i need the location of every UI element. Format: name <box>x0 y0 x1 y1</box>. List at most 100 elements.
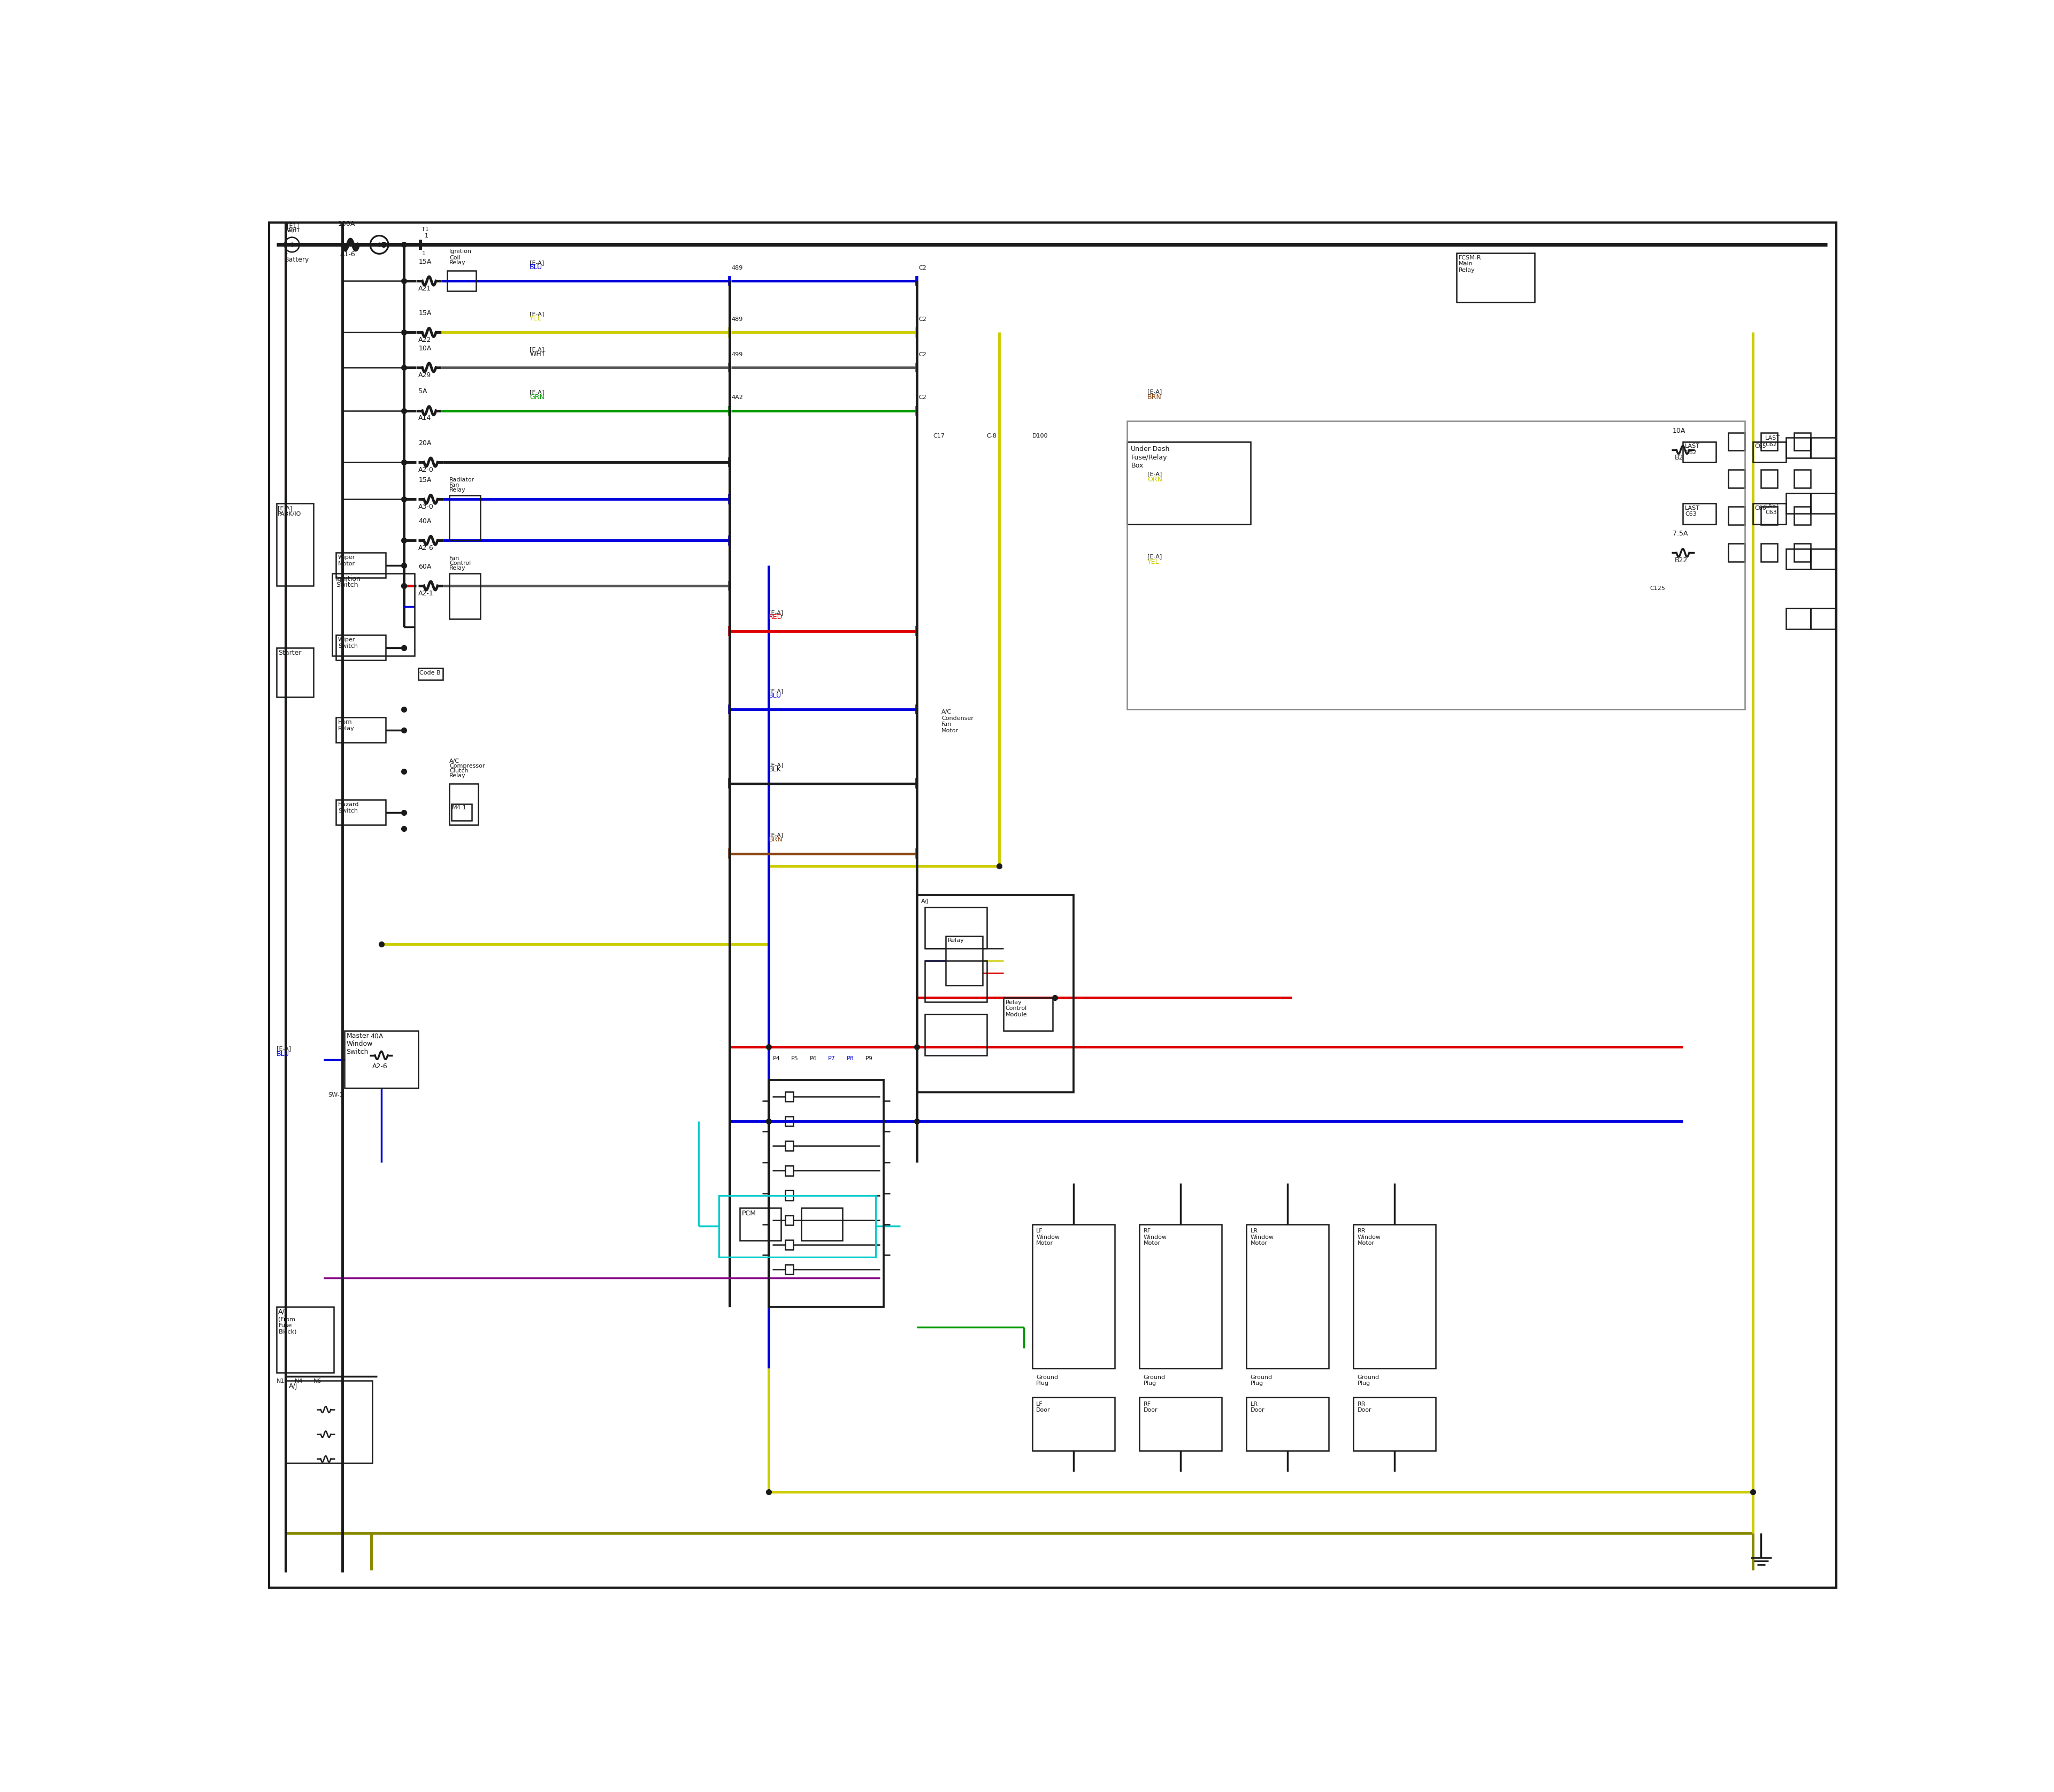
Text: C17: C17 <box>933 434 945 439</box>
Bar <box>945 935 982 986</box>
Text: 10A: 10A <box>1672 426 1686 434</box>
Text: [E-A]: [E-A] <box>277 1047 292 1052</box>
Bar <box>801 1208 842 1240</box>
Text: Main: Main <box>1458 262 1473 267</box>
Bar <box>1727 507 1744 525</box>
Text: LAST
C62: LAST C62 <box>1764 435 1781 446</box>
Bar <box>916 894 1074 1093</box>
Bar <box>785 1116 793 1125</box>
Text: LAST
C63: LAST C63 <box>1764 504 1781 514</box>
Text: RR
Window
Motor: RR Window Motor <box>1358 1228 1380 1245</box>
Text: [E-A]: [E-A] <box>1148 471 1163 477</box>
Text: Fuse
Block): Fuse Block) <box>279 1322 298 1335</box>
Bar <box>1031 1398 1115 1452</box>
Bar <box>337 799 386 824</box>
Text: Hazard
Switch: Hazard Switch <box>339 803 359 814</box>
Bar <box>1752 504 1785 523</box>
Bar <box>1752 441 1785 462</box>
Bar <box>1128 441 1251 523</box>
Text: N6: N6 <box>314 1378 322 1383</box>
Text: A3-0: A3-0 <box>419 504 433 511</box>
Text: [E-A]: [E-A] <box>768 688 783 694</box>
Text: RF
Door: RF Door <box>1144 1401 1158 1412</box>
Text: Relay: Relay <box>450 487 466 493</box>
Bar <box>1140 1224 1222 1369</box>
Text: P4: P4 <box>772 1055 781 1061</box>
Text: Fuse/Relay: Fuse/Relay <box>1132 453 1167 461</box>
Bar <box>1128 421 1744 710</box>
Text: A/C: A/C <box>450 758 460 763</box>
Text: C66: C66 <box>1754 505 1766 511</box>
Bar <box>1785 437 1810 459</box>
Text: BLU: BLU <box>530 263 542 271</box>
Text: Relay: Relay <box>450 260 466 265</box>
Text: C2: C2 <box>918 351 926 357</box>
Bar <box>1682 504 1715 523</box>
Bar <box>1785 548 1810 570</box>
Text: N1: N1 <box>277 1378 286 1383</box>
Text: Master
Window
Switch: Master Window Switch <box>347 1032 372 1055</box>
Text: 1: 1 <box>425 233 429 238</box>
Text: Ignition: Ignition <box>450 249 472 254</box>
Text: Ignition: Ignition <box>337 575 362 582</box>
Text: Compressor: Compressor <box>450 763 485 769</box>
Bar <box>337 717 386 742</box>
Text: (+): (+) <box>286 228 294 233</box>
Text: T1: T1 <box>421 228 429 233</box>
Text: P9: P9 <box>865 1055 873 1061</box>
Text: A/C
Condenser
Fan
Motor: A/C Condenser Fan Motor <box>941 710 974 733</box>
Text: 489: 489 <box>731 265 744 271</box>
Text: [E-A]: [E-A] <box>768 609 783 615</box>
Text: C2: C2 <box>918 265 926 271</box>
Text: Relay: Relay <box>450 566 466 572</box>
Bar <box>337 634 386 659</box>
Text: A2-1: A2-1 <box>419 590 433 597</box>
Text: A29: A29 <box>419 371 431 378</box>
Text: Control: Control <box>450 561 470 566</box>
Bar <box>1793 543 1810 563</box>
Text: PCM: PCM <box>741 1210 756 1217</box>
Bar <box>1810 437 1834 459</box>
Bar <box>337 552 386 577</box>
Text: YEL: YEL <box>530 315 542 323</box>
Text: Wiper
Motor: Wiper Motor <box>339 556 355 566</box>
Text: GRN: GRN <box>530 394 544 400</box>
Bar <box>1727 470 1744 487</box>
Text: [E-A]: [E-A] <box>530 346 544 351</box>
Text: 40A: 40A <box>419 518 431 525</box>
Text: A1-6: A1-6 <box>341 251 355 258</box>
Bar <box>1793 432 1810 450</box>
Text: FCSM-R: FCSM-R <box>1458 254 1481 260</box>
Text: WHT: WHT <box>530 349 546 357</box>
Bar <box>924 961 986 1002</box>
Bar <box>1810 493 1834 514</box>
Text: Ground
Plug: Ground Plug <box>1251 1374 1271 1385</box>
Text: 5A: 5A <box>419 389 427 394</box>
Text: B22: B22 <box>1674 557 1688 564</box>
Text: 7.5A: 7.5A <box>1672 530 1688 538</box>
Bar <box>719 1195 875 1258</box>
Text: Clutch: Clutch <box>450 769 468 774</box>
Text: LAST
C63: LAST C63 <box>1684 505 1701 516</box>
Text: Ground
Plug: Ground Plug <box>1144 1374 1165 1385</box>
Text: P5: P5 <box>791 1055 799 1061</box>
Text: BLK: BLK <box>768 767 781 772</box>
Bar <box>1760 470 1777 487</box>
Bar <box>277 1306 335 1373</box>
Bar <box>345 1030 419 1088</box>
Bar <box>1247 1398 1329 1452</box>
Text: A/J: A/J <box>920 900 928 905</box>
Text: PARK/IO: PARK/IO <box>277 511 302 516</box>
Text: Coil: Coil <box>450 254 460 260</box>
Text: C-8: C-8 <box>986 434 996 439</box>
Text: A14: A14 <box>419 414 431 421</box>
Text: C2: C2 <box>918 317 926 323</box>
Bar <box>448 271 477 292</box>
Text: RF
Window
Motor: RF Window Motor <box>1144 1228 1167 1245</box>
Bar <box>1810 609 1834 629</box>
Text: BLU: BLU <box>277 1050 290 1057</box>
Text: 489: 489 <box>731 317 744 323</box>
Text: Module: Module <box>1004 1012 1027 1018</box>
Text: 10A: 10A <box>419 344 431 351</box>
Bar <box>785 1240 793 1249</box>
